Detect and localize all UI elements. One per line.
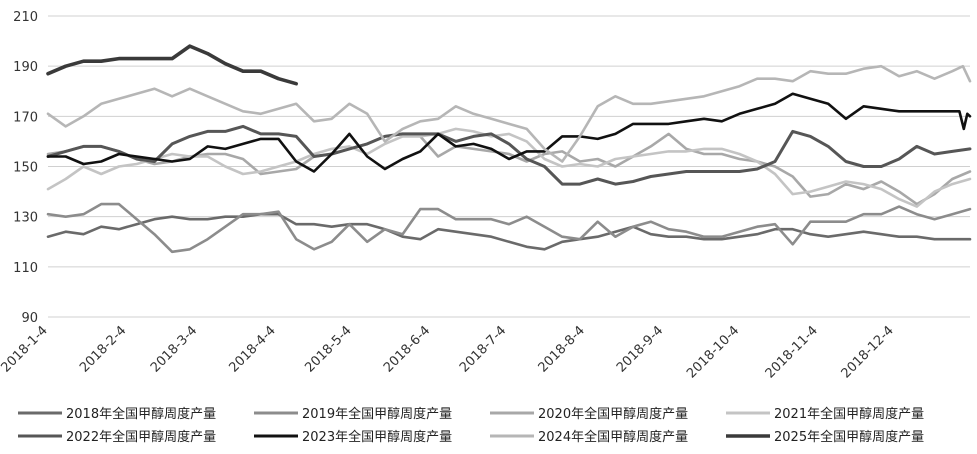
legend-label: 2020年全国甲醇周度产量 [538,406,688,422]
series-line-6 [46,92,972,173]
legend-item-5: 2022年全国甲醇周度产量 [18,429,216,445]
y-axis-ticks: 90 110 130 150 170 190 210 [13,10,38,326]
y-tick-label: 130 [13,211,38,226]
y-tick-label: 110 [13,261,38,276]
legend-item-6: 2023年全国甲醇周度产量 [254,429,452,445]
y-tick-label: 90 [21,311,38,326]
y-tick-label: 170 [13,110,38,125]
y-tick-label: 150 [13,161,38,176]
legend-item-3: 2020年全国甲醇周度产量 [490,406,688,422]
legend-label: 2022年全国甲醇周度产量 [66,429,216,445]
legend-item-4: 2021年全国甲醇周度产量 [726,406,924,422]
y-tick-label: 190 [13,60,38,75]
series-lines [46,44,972,254]
grid-lines [48,15,970,318]
legend-label: 2018年全国甲醇周度产量 [66,406,216,422]
legend-label: 2023年全国甲醇周度产量 [302,429,452,445]
legend-item-8: 2025年全国甲醇周度产量 [726,429,924,445]
series-line-3 [46,132,972,206]
series-line-7 [46,64,972,163]
legend: 2018年全国甲醇周度产量 2019年全国甲醇周度产量 2020年全国甲醇周度产量 2… [18,406,924,445]
legend-label: 2025年全国甲醇周度产量 [774,429,924,445]
legend-item-2: 2019年全国甲醇周度产量 [254,406,452,422]
legend-label: 2024年全国甲醇周度产量 [538,429,688,445]
legend-label: 2021年全国甲醇周度产量 [774,406,924,422]
legend-item-7: 2024年全国甲醇周度产量 [490,429,688,445]
series-line-4 [46,127,972,208]
series-line-5 [46,124,972,186]
series-line-8 [46,44,298,86]
series-line-1 [46,212,972,251]
y-tick-label: 210 [13,10,38,25]
series-line-2 [46,202,972,254]
legend-label: 2019年全国甲醇周度产量 [302,406,452,422]
legend-item-1: 2018年全国甲醇周度产量 [18,406,216,422]
